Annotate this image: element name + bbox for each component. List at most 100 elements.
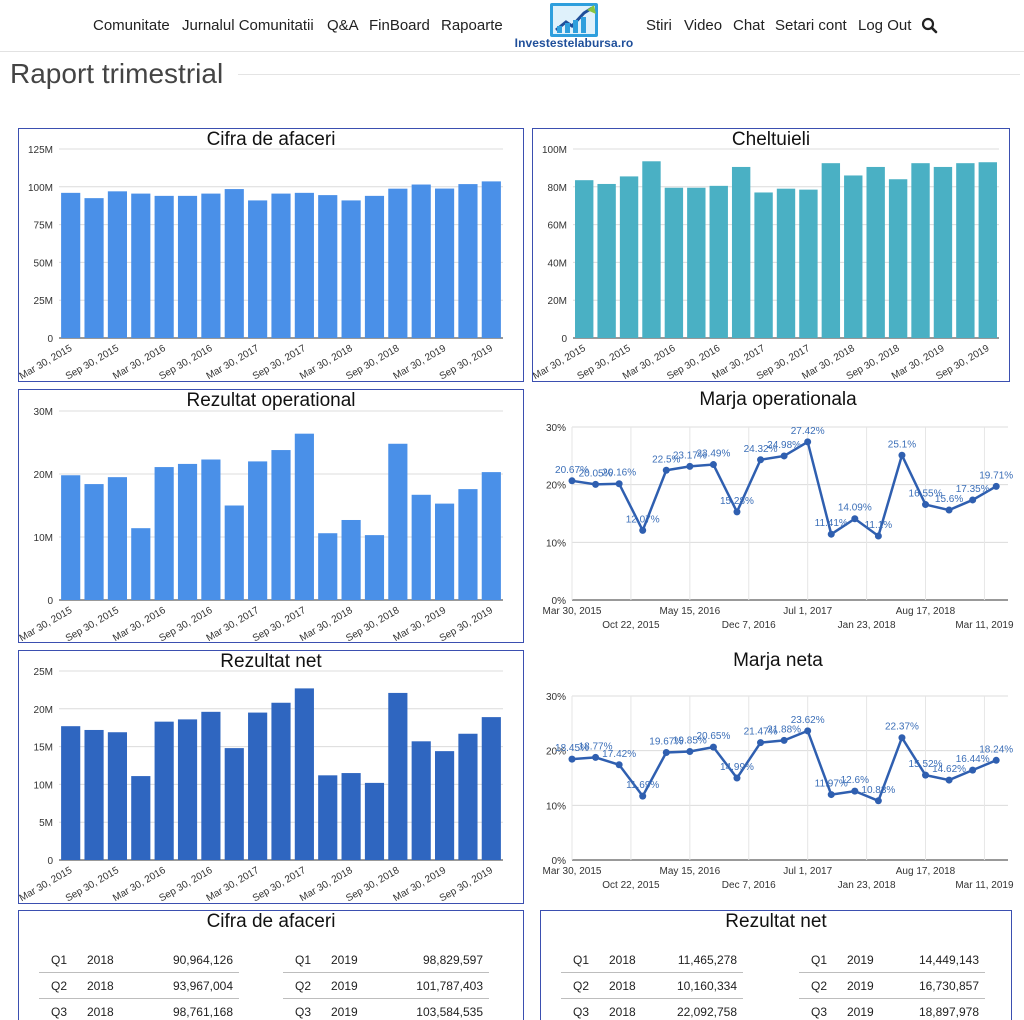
quarter-cell: Q3 <box>573 1005 590 1019</box>
y-tick-label: 10M <box>34 780 53 791</box>
search-icon <box>921 17 938 34</box>
data-label: 22.5% <box>652 454 680 465</box>
table-row: Q3 2018 22,092,758 <box>561 999 743 1020</box>
data-label: 11.41% <box>815 518 848 529</box>
y-tick-label: 0 <box>47 596 53 607</box>
bar <box>388 443 408 600</box>
bar <box>201 711 221 860</box>
value-cell: 11,465,278 <box>677 953 737 967</box>
data-point <box>804 438 812 446</box>
y-tick-label: 5M <box>39 818 53 829</box>
table-row: Q3 2018 98,761,168 <box>39 999 239 1020</box>
chart-title: Cifra de afaceri <box>206 129 336 150</box>
y-tick-label: 100M <box>28 183 53 194</box>
data-point <box>592 753 600 761</box>
nav-qa[interactable]: Q&A <box>327 17 359 34</box>
bar <box>458 489 478 600</box>
y-tick-label: 20% <box>546 747 566 758</box>
bar <box>294 433 314 600</box>
y-tick-label: 15M <box>34 743 53 754</box>
y-tick-label: 20M <box>548 296 567 307</box>
bar <box>177 719 198 860</box>
data-label: 12.6% <box>841 775 869 786</box>
data-point <box>898 451 906 459</box>
data-point <box>639 526 647 534</box>
data-point <box>922 501 930 509</box>
data-label: 19.67% <box>649 736 683 747</box>
y-tick-label: 20M <box>34 705 53 716</box>
data-point <box>851 515 859 523</box>
data-label: 15.52% <box>909 759 943 770</box>
nav-log-out[interactable]: Log Out <box>858 17 912 34</box>
quarter-cell: Q1 <box>295 953 312 967</box>
x-tick-label: Sep 30, 2019 <box>438 343 495 382</box>
x-tick-label: Jul 1, 2017 <box>783 606 832 617</box>
data-label: 22.37% <box>885 722 919 733</box>
bar <box>664 187 684 338</box>
table-row: Q3 2019 18,897,978 <box>799 999 985 1020</box>
nav-comunitate[interactable]: Comunitate <box>93 17 170 34</box>
table-row: Q2 2019 101,787,403 <box>283 973 489 999</box>
bar <box>61 726 81 860</box>
bar <box>411 741 431 860</box>
chart-panel-operating-margin: Marja operationala 0% 10% 20% 30% 20.67% 20.0… <box>532 389 1024 643</box>
bar <box>458 733 478 860</box>
data-label: 20.67% <box>555 465 589 476</box>
bar <box>619 176 639 338</box>
bar <box>933 166 953 338</box>
year-cell: 2019 <box>847 1005 874 1019</box>
bar <box>434 503 455 600</box>
data-point <box>969 496 977 504</box>
bar <box>434 751 455 860</box>
table-title: Cifra de afaceri <box>206 911 336 932</box>
bar <box>481 181 501 338</box>
quarter-cell: Q2 <box>51 979 68 993</box>
page-title: Raport trimestrial <box>10 58 224 89</box>
y-tick-label: 0 <box>47 334 53 345</box>
nav-jurnalul-comunitatii[interactable]: Jurnalul Comunitatii <box>182 17 314 34</box>
chart-title: Rezultat operational <box>186 390 356 411</box>
x-tick-label: Oct 22, 2015 <box>602 880 660 891</box>
nav-stiri[interactable]: Stiri <box>646 17 672 34</box>
value-cell: 103,584,535 <box>416 1005 483 1019</box>
bar <box>388 692 408 860</box>
bar <box>224 748 244 860</box>
bar <box>888 179 908 338</box>
y-tick-label: 100M <box>542 145 567 156</box>
data-point <box>733 774 741 782</box>
x-tick-label: Oct 22, 2015 <box>602 620 660 631</box>
y-tick-label: 20% <box>546 481 566 492</box>
bar <box>481 717 501 860</box>
table-row: Q1 2019 14,449,143 <box>799 947 985 973</box>
bar <box>154 195 174 338</box>
bar <box>271 193 291 338</box>
bar <box>481 472 501 600</box>
nav-rapoarte[interactable]: Rapoarte <box>441 17 503 34</box>
bar <box>248 200 268 338</box>
nav-finboard[interactable]: FinBoard <box>369 17 430 34</box>
y-tick-label: 0% <box>552 856 567 867</box>
bar <box>866 166 885 338</box>
x-tick-label: Aug 17, 2018 <box>896 606 956 617</box>
data-label: 23.62% <box>791 715 825 726</box>
nav-setari-cont[interactable]: Setari cont <box>775 17 847 34</box>
bar <box>844 175 863 338</box>
data-point <box>922 771 930 779</box>
data-point <box>898 734 906 742</box>
data-label: 18.45% <box>555 743 589 754</box>
bar <box>411 494 431 600</box>
y-tick-label: 10% <box>546 538 566 549</box>
nav-chat[interactable]: Chat <box>733 17 765 34</box>
data-point <box>709 461 717 469</box>
quarter-cell: Q1 <box>573 953 590 967</box>
data-point <box>686 747 694 755</box>
bar <box>754 192 773 338</box>
site-logo[interactable]: Investestelabursa.ro <box>512 2 636 50</box>
bar <box>84 198 104 338</box>
data-point <box>592 480 600 488</box>
value-cell: 98,761,168 <box>172 1005 233 1019</box>
bar <box>131 776 151 860</box>
search-button[interactable] <box>920 16 940 36</box>
nav-video[interactable]: Video <box>684 17 723 34</box>
year-cell: 2018 <box>87 979 114 993</box>
